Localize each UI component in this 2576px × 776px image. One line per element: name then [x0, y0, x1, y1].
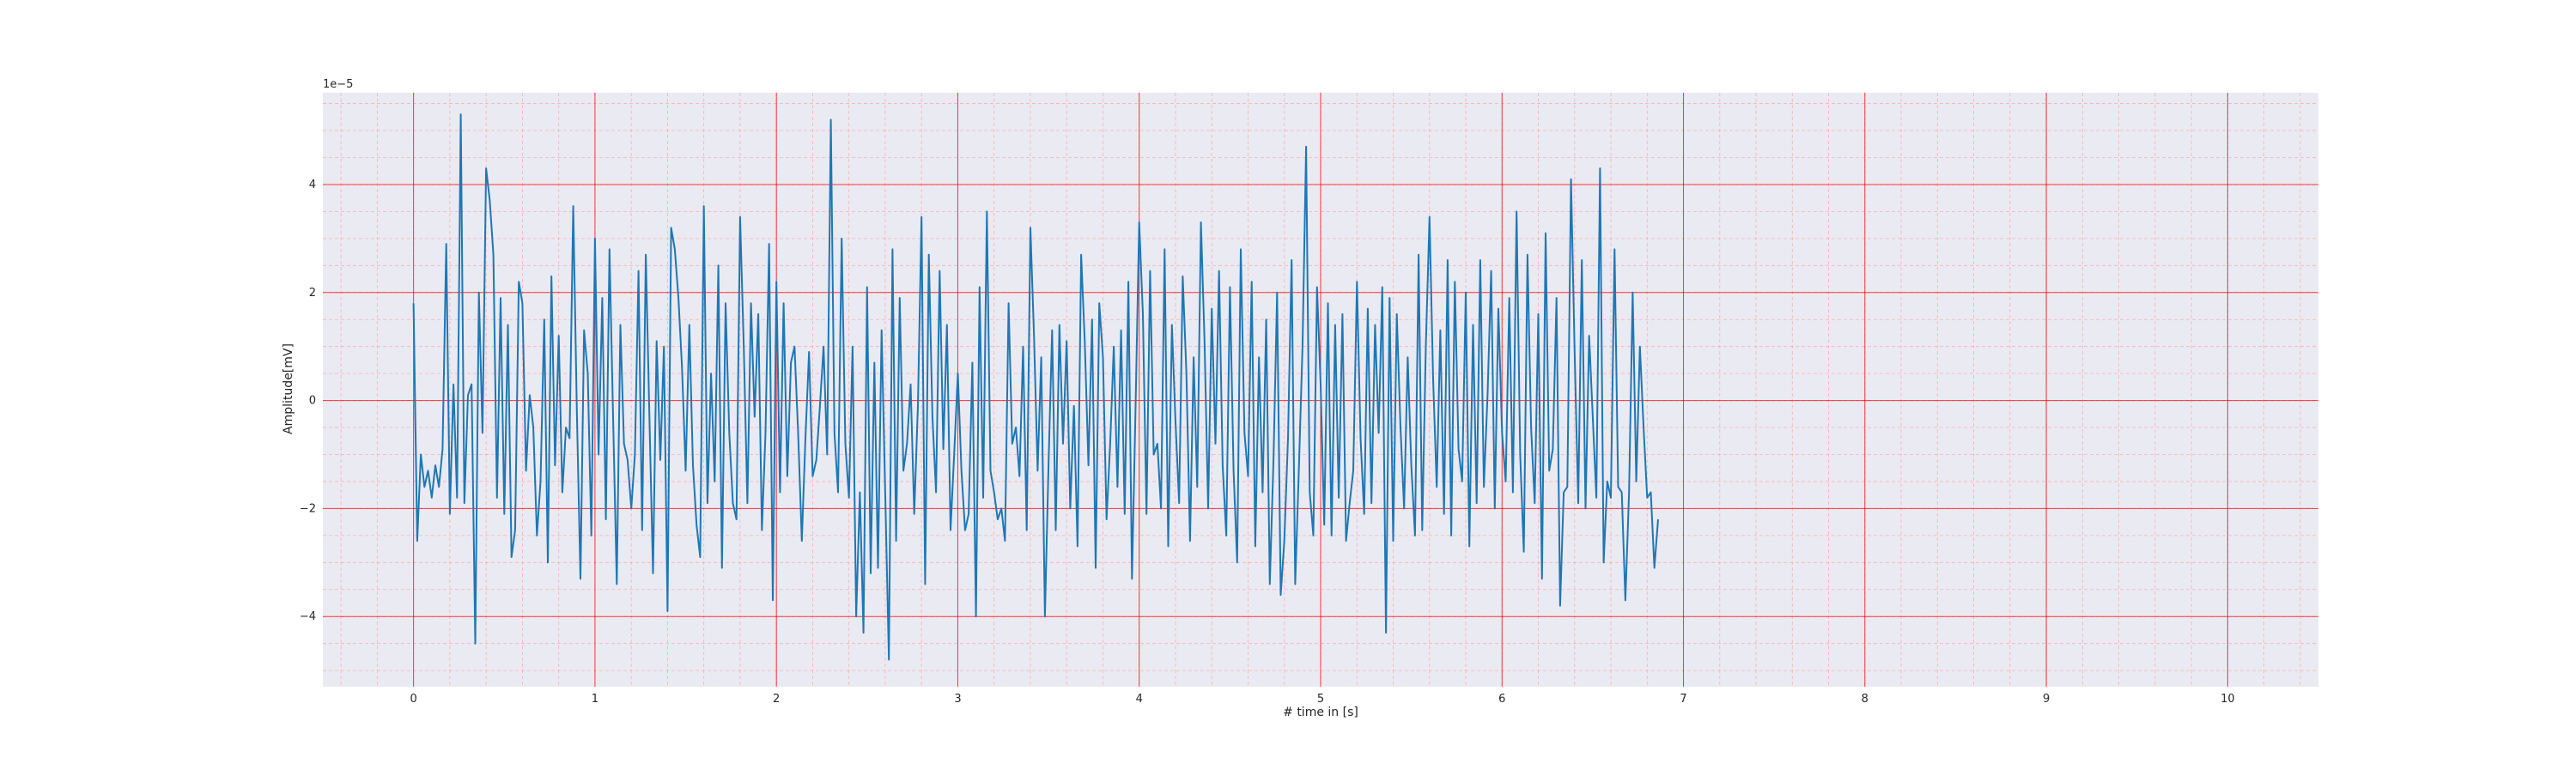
y-tick-label: 0: [309, 395, 316, 408]
major-grid: [323, 93, 2318, 687]
y-tick-label: 2: [309, 287, 316, 300]
x-tick-label: 3: [954, 693, 961, 706]
y-tick-label: −4: [300, 610, 316, 623]
x-axis-label: # time in [s]: [1283, 706, 1358, 719]
x-axis-ticks: 0 1 2 3 4 5 6 7 8 9 10: [410, 693, 2234, 706]
x-tick-label: 4: [1136, 693, 1143, 706]
y-tick-label: −2: [300, 502, 316, 515]
series-layer: [412, 113, 1659, 661]
x-tick-label: 5: [1317, 693, 1324, 706]
axis-offset-text: 1e−5: [323, 78, 353, 91]
x-tick-label: 6: [1498, 693, 1505, 706]
x-tick-label: 10: [2221, 693, 2235, 706]
x-tick-label: 8: [1862, 693, 1868, 706]
x-tick-label: 7: [1680, 693, 1686, 706]
x-tick-label: 9: [2043, 693, 2050, 706]
x-tick-label: 2: [773, 693, 780, 706]
series-line: [412, 113, 1659, 661]
y-axis-label: Amplitude[mV]: [282, 343, 295, 434]
y-axis-ticks: −4 −2 0 2 4: [300, 179, 316, 623]
x-tick-label: 1: [592, 693, 598, 706]
x-tick-label: 0: [410, 693, 416, 706]
y-tick-label: 4: [309, 179, 316, 191]
